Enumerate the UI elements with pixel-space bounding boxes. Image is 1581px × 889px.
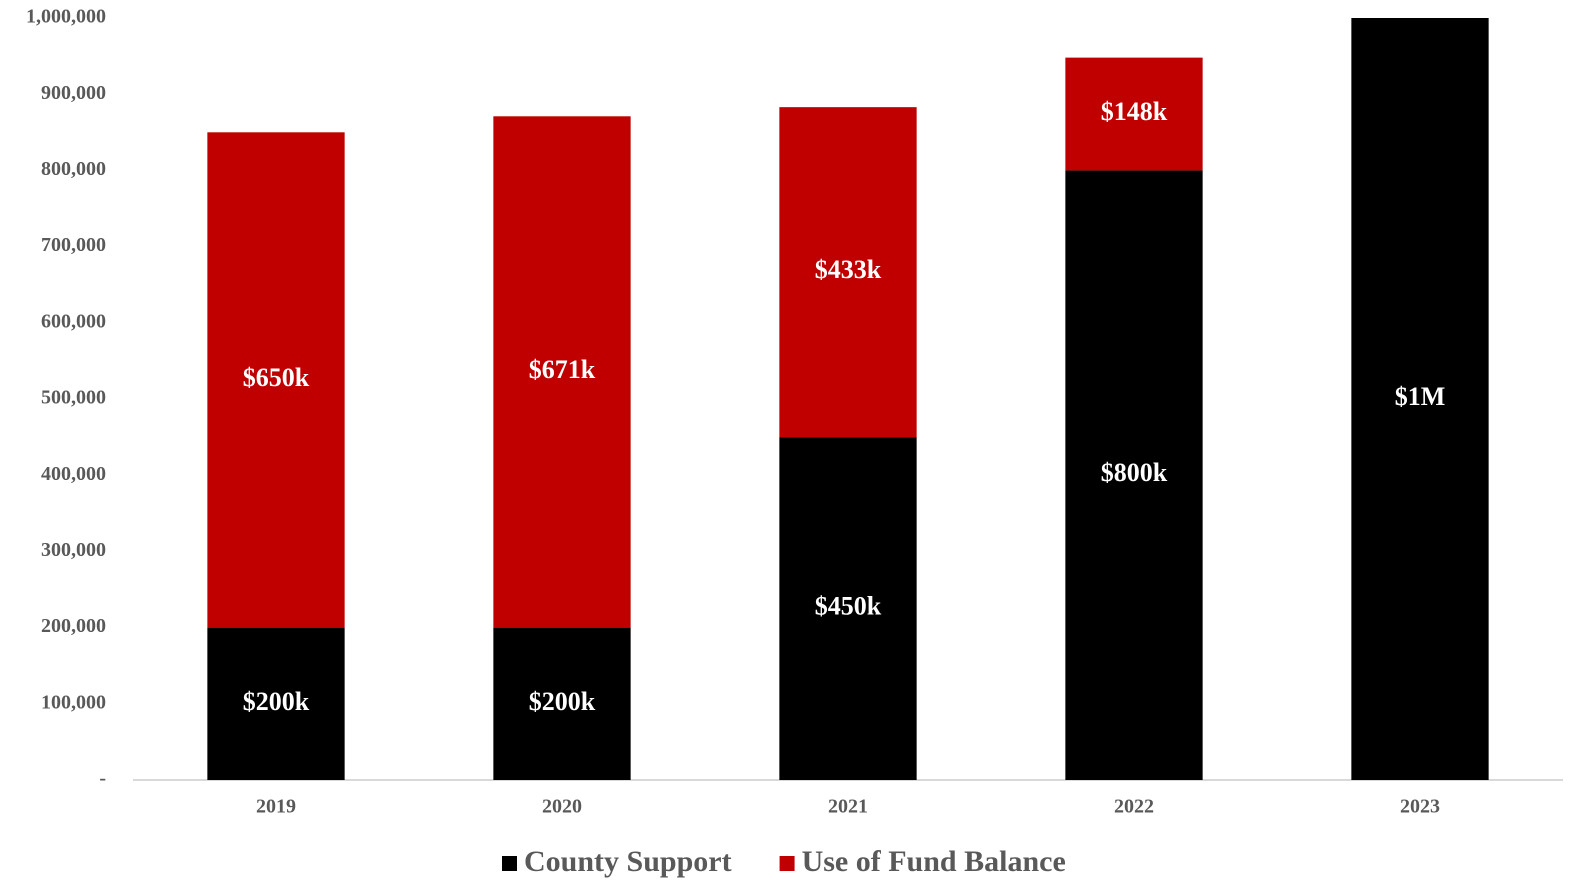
x-tick-label: 2022 — [1114, 796, 1154, 818]
bar-segment — [779, 437, 917, 780]
y-tick-label: 400,000 — [41, 463, 106, 485]
y-tick-label: 800,000 — [41, 158, 106, 180]
y-tick-label: 600,000 — [41, 310, 106, 332]
x-tick-label: 2019 — [256, 796, 296, 818]
legend-swatch — [779, 856, 795, 871]
x-tick-label: 2020 — [542, 796, 582, 818]
data-label: $1M — [1395, 382, 1446, 411]
data-label: $200k — [243, 687, 310, 716]
data-label: $450k — [815, 592, 882, 621]
y-tick-label: 100,000 — [41, 691, 106, 713]
data-label: $148k — [1101, 97, 1168, 126]
y-tick-label: 900,000 — [41, 82, 106, 104]
bar-segment — [207, 627, 345, 780]
data-label: $200k — [529, 687, 596, 716]
bar-segment — [493, 116, 631, 628]
bar-segment — [493, 627, 631, 780]
bar-segment — [1065, 170, 1203, 780]
y-tick-label: 200,000 — [41, 615, 106, 637]
y-tick-label: - — [99, 768, 106, 790]
data-label: $650k — [243, 363, 310, 392]
y-tick-label: 500,000 — [41, 387, 106, 409]
x-tick-label: 2023 — [1400, 796, 1440, 818]
data-label: $433k — [815, 255, 882, 284]
bar-segment — [779, 107, 917, 438]
bar-segment — [207, 132, 345, 628]
y-tick-label: 700,000 — [41, 234, 106, 256]
data-label: $671k — [529, 355, 596, 384]
y-tick-label: 1,000,000 — [26, 6, 106, 28]
legend-swatch — [502, 856, 517, 871]
bar-segment — [1065, 57, 1203, 171]
x-tick-label: 2021 — [828, 796, 868, 818]
bar-segment — [1351, 18, 1489, 780]
legend-label: County Support — [524, 845, 732, 878]
y-tick-label: 300,000 — [41, 539, 106, 561]
legend-label: Use of Fund Balance — [802, 845, 1066, 878]
data-label: $800k — [1101, 458, 1168, 487]
